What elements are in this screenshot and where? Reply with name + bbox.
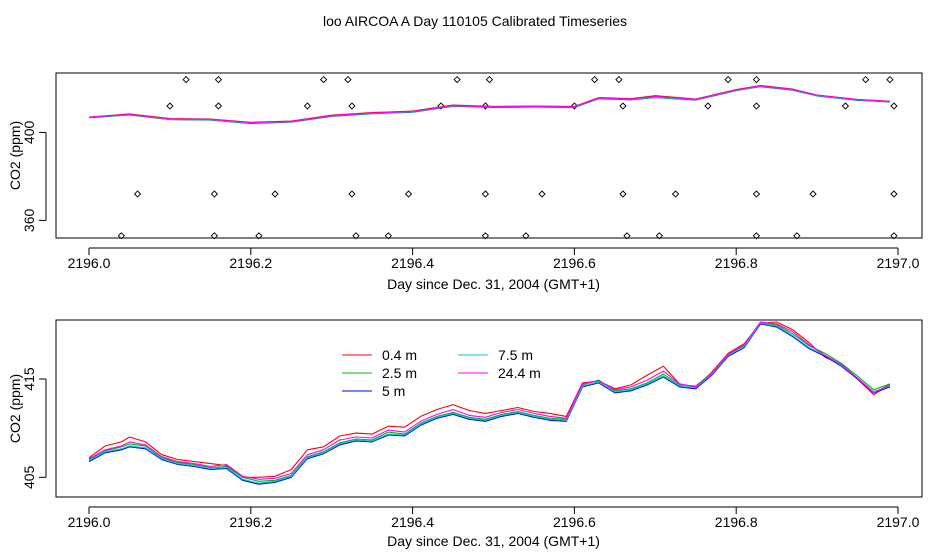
scatter-point (210, 190, 219, 198)
scatter-point (809, 190, 817, 198)
scatter-point (752, 75, 761, 84)
series-line-4 (88, 85, 890, 124)
legend-label: 0.4 m (382, 347, 417, 363)
y-tick-label: 360 (21, 209, 37, 233)
scatter-point (481, 190, 490, 198)
scatter-point (704, 102, 712, 110)
scatter-point (303, 102, 312, 110)
chart-panels: 2196.0 2196.2 2196.4 2196.6 2196.8 2197.0 Day … (7, 72, 923, 549)
scatter-point (890, 190, 898, 198)
x-tick-label: 2196.0 (68, 514, 111, 530)
scatter-point (752, 190, 761, 198)
scatter-point (453, 75, 461, 84)
x-tick-label: 2196.8 (715, 514, 758, 530)
scatter-point (348, 102, 356, 110)
series-line-2 (88, 321, 891, 482)
x-tick-label: 2197.0 (877, 514, 920, 530)
scatter-point (655, 232, 663, 240)
scatter-point (271, 190, 279, 198)
scatter-point (752, 232, 761, 240)
x-tick-label: 2196.2 (229, 255, 272, 271)
scatter-point (671, 190, 680, 198)
scatter-point (752, 102, 761, 110)
scatter-point (214, 102, 223, 110)
y-tick-label: 415 (21, 367, 37, 391)
x-tick-label: 2196.4 (391, 514, 434, 530)
x-tick-label: 2196.6 (553, 255, 596, 271)
series-line-3 (88, 323, 891, 485)
scatter-point (841, 102, 850, 110)
scatter-point (724, 75, 732, 84)
series-line-3 (88, 86, 890, 124)
scatter-point (182, 75, 190, 84)
chart-panel-2: 2196.0 2196.2 2196.4 2196.6 2196.8 2197.0 Day … (7, 319, 923, 549)
plot-frame (55, 72, 923, 239)
legend: 0.4 m 2.5 m 5 m 7.5 m 24.4 m (342, 347, 541, 399)
chart-panel-1: 2196.0 2196.2 2196.4 2196.6 2196.8 2197.0 Day … (7, 72, 923, 292)
scatter-point (481, 232, 490, 240)
scatter-point (886, 75, 894, 84)
scatter-points (117, 75, 898, 240)
scatter-point (485, 75, 494, 84)
series-line-1 (88, 321, 891, 478)
scatter-point (255, 232, 263, 240)
scatter-point (352, 232, 360, 240)
y-axis-label: CO2 (ppm) (7, 374, 23, 443)
scatter-point (619, 190, 627, 198)
scatter-point (319, 75, 328, 84)
series-line-5 (88, 85, 890, 124)
scatter-point (862, 75, 870, 84)
y-axis-label: CO2 (ppm) (7, 121, 23, 190)
scatter-point (481, 102, 490, 110)
plot-frame (55, 319, 923, 498)
series-line-4 (88, 322, 891, 484)
scatter-point (210, 232, 219, 240)
x-axis: 2196.0 2196.2 2196.4 2196.6 2196.8 2197.0 Day … (68, 247, 920, 292)
x-tick-label: 2196.2 (229, 514, 272, 530)
legend-label: 2.5 m (382, 365, 417, 381)
y-tick-label: 405 (21, 465, 37, 489)
y-tick-label: 400 (21, 121, 37, 145)
series-line-1 (88, 84, 890, 123)
scatter-point (570, 102, 579, 110)
scatter-point (615, 75, 623, 84)
scatter-point (890, 102, 898, 110)
scatter-point (793, 232, 801, 240)
scatter-point (538, 190, 546, 198)
scatter-point (590, 75, 599, 84)
legend-label: 5 m (382, 383, 405, 399)
x-tick-label: 2196.8 (715, 255, 758, 271)
scatter-point (619, 102, 627, 110)
series-line-2 (88, 85, 890, 124)
scatter-point (344, 75, 352, 84)
x-tick-label: 2197.0 (877, 255, 920, 271)
scatter-point (890, 232, 898, 240)
x-tick-label: 2196.4 (391, 255, 434, 271)
x-axis-label: Day since Dec. 31, 2004 (GMT+1) (387, 533, 600, 549)
scatter-point (404, 190, 413, 198)
chart-title: loo AIRCOA A Day 110105 Calibrated Times… (323, 13, 627, 29)
scatter-point (623, 232, 631, 240)
scatter-point (214, 75, 223, 84)
scatter-point (522, 232, 530, 240)
scatter-point (117, 232, 125, 240)
scatter-point (133, 190, 142, 198)
scatter-point (166, 102, 174, 110)
x-axis: 2196.0 2196.2 2196.4 2196.6 2196.8 2197.0 Day … (68, 506, 920, 549)
x-axis-label: Day since Dec. 31, 2004 (GMT+1) (387, 276, 600, 292)
scatter-point (384, 232, 392, 240)
scatter-point (348, 190, 356, 198)
series-line-5 (88, 321, 891, 480)
legend-label: 24.4 m (498, 365, 541, 381)
x-tick-label: 2196.6 (553, 514, 596, 530)
legend-label: 7.5 m (498, 347, 533, 363)
scatter-point (437, 102, 445, 110)
x-tick-label: 2196.0 (68, 255, 111, 271)
